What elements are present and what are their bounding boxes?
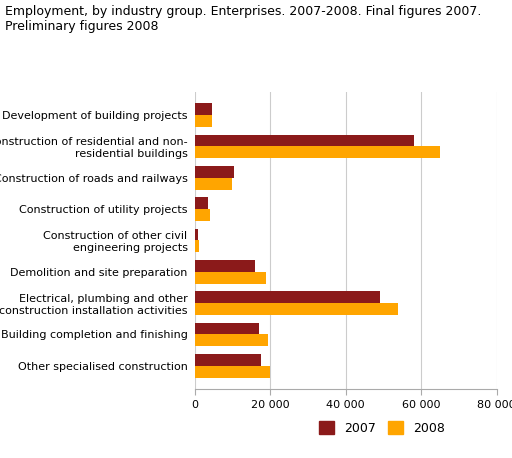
Bar (195, 272, 266, 284)
Bar (195, 115, 211, 127)
Bar (195, 135, 414, 147)
Bar (195, 197, 208, 209)
Legend: 2007, 2008: 2007, 2008 (314, 416, 450, 440)
Bar (195, 322, 259, 334)
Bar (195, 209, 210, 221)
Bar (195, 303, 398, 315)
Bar (195, 291, 379, 303)
Bar (195, 354, 261, 366)
Bar (195, 260, 255, 272)
Bar (195, 166, 234, 178)
Text: Employment, by industry group. Enterprises. 2007-2008. Final figures 2007.
Preli: Employment, by industry group. Enterpris… (5, 5, 481, 33)
Bar (195, 229, 198, 240)
Bar (195, 178, 232, 190)
Bar (195, 240, 199, 252)
Bar (195, 103, 211, 115)
Bar (195, 366, 270, 378)
Bar (195, 147, 440, 158)
Bar (195, 334, 268, 346)
